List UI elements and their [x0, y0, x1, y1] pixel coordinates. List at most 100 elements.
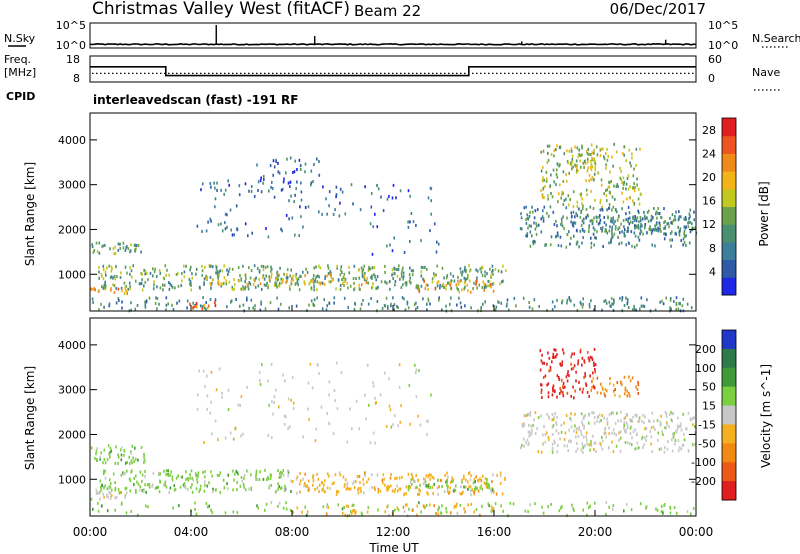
data-cell — [613, 232, 616, 236]
data-cell — [615, 150, 618, 154]
data-cell — [173, 484, 176, 488]
data-cell — [593, 148, 595, 152]
data-cell — [492, 304, 495, 308]
data-cell — [614, 197, 616, 201]
data-cell — [467, 480, 469, 484]
data-cell — [436, 486, 439, 490]
data-cell — [277, 487, 280, 491]
data-cell — [551, 433, 554, 437]
colorbar-swatch — [722, 135, 736, 154]
data-cell — [570, 418, 572, 422]
data-cell — [238, 193, 241, 197]
data-cell — [427, 485, 430, 489]
data-cell — [689, 230, 692, 234]
data-cell — [569, 439, 572, 443]
data-cell — [587, 421, 590, 425]
data-cell — [587, 147, 590, 151]
data-cell — [678, 233, 681, 237]
data-cell — [296, 280, 299, 284]
data-cell — [422, 266, 424, 269]
data-cell — [361, 269, 364, 273]
data-cell — [633, 182, 635, 185]
data-cell — [216, 473, 219, 477]
data-cell — [582, 221, 585, 225]
data-cell — [540, 230, 543, 234]
data-cell — [201, 307, 204, 311]
data-cell — [390, 425, 393, 429]
data-cell — [398, 264, 400, 268]
data-cell — [611, 232, 613, 236]
data-cell — [190, 469, 193, 473]
data-cell — [609, 304, 611, 308]
data-cell — [159, 472, 161, 476]
data-cell — [572, 165, 574, 169]
data-cell — [126, 491, 128, 495]
data-cell — [677, 218, 680, 222]
data-cell — [457, 279, 459, 283]
data-cell — [467, 274, 469, 277]
data-cell — [218, 270, 220, 274]
data-cell — [475, 282, 477, 286]
data-cell — [588, 413, 590, 417]
data-cell — [589, 219, 592, 223]
data-cell — [677, 439, 680, 443]
data-cell — [148, 482, 151, 486]
data-cell — [140, 446, 143, 449]
data-cell — [203, 282, 205, 286]
data-cell — [566, 233, 569, 237]
data-cell — [449, 302, 451, 306]
data-cell — [261, 363, 263, 367]
data-cell — [273, 395, 276, 399]
data-cell — [331, 482, 334, 486]
data-cell — [339, 268, 342, 272]
data-cell — [267, 286, 269, 290]
data-cell — [597, 222, 600, 226]
data-cell — [576, 214, 579, 218]
data-cell — [393, 490, 396, 494]
data-cell — [581, 305, 584, 309]
data-cell — [415, 395, 418, 399]
data-cell — [416, 504, 419, 508]
data-cell — [601, 414, 604, 417]
data-cell — [125, 486, 128, 490]
data-cell — [596, 391, 599, 395]
data-cell — [117, 488, 120, 492]
data-cell — [336, 266, 338, 270]
data-cell — [642, 232, 644, 236]
data-cell — [368, 265, 370, 269]
data-cell — [318, 490, 320, 494]
data-cell — [634, 224, 636, 228]
data-cell — [402, 505, 405, 509]
data-cell — [115, 445, 117, 449]
data-cell — [289, 287, 291, 291]
noise-search-label: N.Search — [752, 32, 800, 45]
data-cell — [533, 298, 536, 302]
data-cell — [550, 153, 553, 157]
data-cell — [600, 382, 602, 386]
data-cell — [512, 502, 515, 506]
data-cell — [527, 430, 530, 434]
data-cell — [370, 205, 373, 209]
data-cell — [134, 446, 136, 450]
data-cell — [684, 216, 687, 219]
data-cell — [531, 205, 533, 209]
data-cell — [205, 502, 208, 505]
data-cell — [349, 510, 352, 514]
data-cell — [126, 245, 128, 249]
data-cell — [339, 283, 342, 287]
data-cell — [432, 492, 434, 496]
data-cell — [270, 483, 273, 487]
data-cell — [570, 394, 572, 398]
data-cell — [133, 483, 135, 487]
data-cell — [628, 222, 631, 226]
data-cell — [221, 395, 223, 399]
xtick-label: 12:00 — [376, 525, 411, 539]
data-cell — [307, 205, 310, 209]
data-cell — [423, 477, 425, 481]
data-cell — [409, 220, 411, 224]
data-cell — [373, 266, 376, 269]
data-cell — [675, 296, 678, 300]
data-cell — [587, 214, 589, 218]
data-cell — [570, 211, 573, 215]
data-cell — [663, 237, 666, 241]
